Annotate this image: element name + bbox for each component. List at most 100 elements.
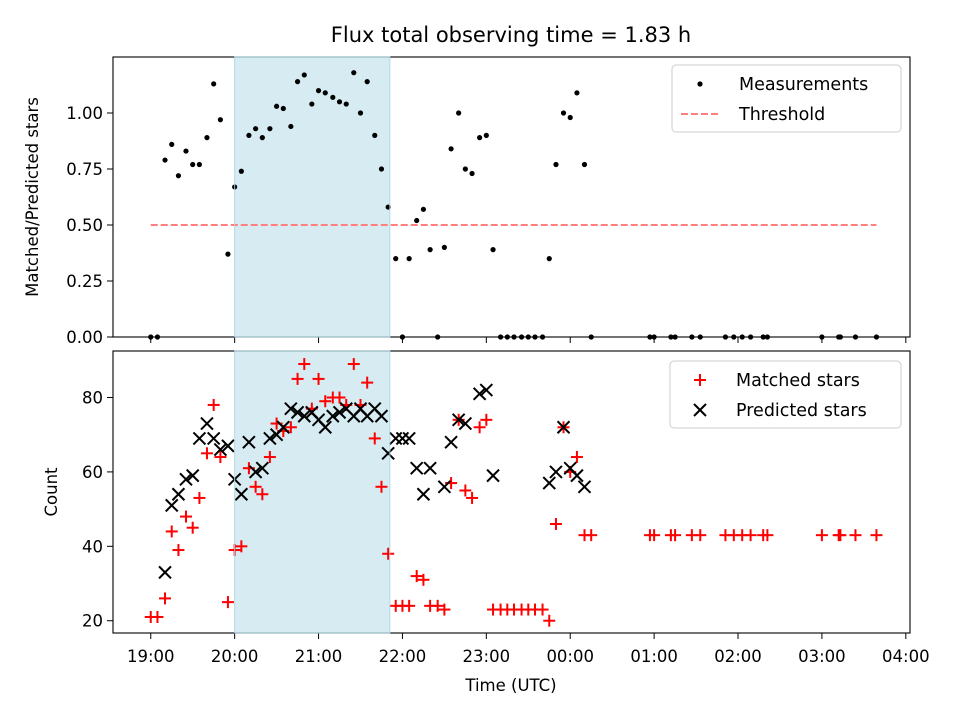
measurement-point bbox=[581, 161, 588, 168]
predicted-star-point bbox=[381, 446, 395, 461]
count-y-tick-label: 40 bbox=[82, 537, 103, 556]
predicted-star-point bbox=[479, 383, 494, 397]
legend-measurements-marker bbox=[697, 81, 703, 87]
matched-star-point bbox=[459, 484, 472, 497]
measurement-point bbox=[294, 79, 301, 85]
matched-star-point bbox=[186, 521, 199, 534]
matched-star-point bbox=[543, 614, 556, 627]
measurement-point bbox=[448, 146, 454, 152]
measurement-point bbox=[574, 90, 580, 96]
predicted-star-point bbox=[326, 409, 340, 423]
matched-star-point bbox=[193, 491, 206, 504]
matched-star-point bbox=[165, 525, 178, 538]
measurement-point bbox=[378, 166, 385, 172]
measurement-point bbox=[280, 105, 286, 112]
ratio-panel: Flux total observing time = 1.83 h 0.000… bbox=[23, 23, 911, 347]
predicted-star-point bbox=[402, 431, 416, 446]
matched-star-point bbox=[466, 491, 479, 504]
measurement-point bbox=[490, 247, 496, 253]
matched-star-point bbox=[744, 529, 757, 542]
predicted-star-point bbox=[221, 439, 235, 453]
measurement-point bbox=[483, 132, 489, 138]
x-tick-label: 20:00 bbox=[211, 647, 259, 666]
count-legend-box bbox=[669, 360, 902, 429]
count-axis-ticks: 20 40 60 80 19:00 20:00 21:00 22:00 23:00 00:00 01… bbox=[82, 389, 930, 666]
matched-star-point bbox=[431, 599, 444, 612]
measurement-point bbox=[469, 170, 475, 177]
measurement-point bbox=[393, 256, 399, 262]
measurement-point bbox=[477, 135, 483, 141]
matched-star-point bbox=[669, 529, 682, 542]
measurement-point bbox=[546, 256, 552, 262]
x-axis-label: Time (UTC) bbox=[464, 676, 556, 695]
matched-star-point bbox=[200, 447, 213, 460]
matched-star-point bbox=[263, 451, 276, 464]
legend-threshold-label: Threshold bbox=[738, 105, 825, 125]
predicted-star-point bbox=[472, 387, 487, 401]
predicted-star-point bbox=[284, 401, 298, 416]
matched-star-point bbox=[761, 529, 774, 542]
x-tick-label: 23:00 bbox=[463, 647, 511, 666]
measurement-point bbox=[462, 166, 468, 172]
matched-star-point bbox=[648, 529, 661, 542]
matched-star-point bbox=[549, 517, 562, 530]
measurement-point bbox=[343, 101, 349, 107]
matched-star-point bbox=[249, 480, 262, 493]
observing-window-edge bbox=[234, 56, 391, 338]
measurement-point bbox=[273, 103, 280, 109]
predicted-star-point bbox=[200, 416, 214, 431]
measurement-point bbox=[217, 117, 223, 123]
matched-star-point bbox=[849, 529, 862, 542]
measurement-point bbox=[196, 161, 203, 168]
predicted-star-point bbox=[577, 480, 592, 494]
ratio-legend-box bbox=[671, 64, 902, 133]
matched-star-point bbox=[179, 510, 192, 523]
ratio-y-axis-label: Matched/Predicted stars bbox=[23, 97, 42, 297]
ratio-y-tick-label: 1.00 bbox=[66, 104, 103, 123]
measurement-point bbox=[315, 88, 322, 94]
matched-star-point bbox=[694, 529, 707, 542]
measurement-point bbox=[288, 123, 294, 130]
predicted-star-point bbox=[451, 413, 466, 427]
count-legend: Matched stars Predicted stars bbox=[669, 360, 902, 429]
measurement-point bbox=[560, 110, 567, 116]
predicted-star-point bbox=[318, 420, 332, 434]
measurement-point bbox=[357, 110, 364, 116]
predicted-star-point bbox=[255, 461, 270, 475]
matched-star-point bbox=[319, 395, 332, 408]
matched-star-point bbox=[284, 421, 297, 434]
measurement-point bbox=[259, 135, 265, 141]
measurement-point bbox=[211, 81, 217, 87]
measurement-point bbox=[267, 126, 273, 132]
predicted-star-point bbox=[179, 472, 193, 487]
measurement-point bbox=[427, 247, 433, 253]
ratio-axis-ticks: 0.00 0.25 0.50 0.75 1.00 bbox=[66, 104, 907, 347]
matched-star-point bbox=[375, 480, 388, 493]
observing-window-highlight-bottom bbox=[234, 351, 390, 633]
predicted-star-point bbox=[234, 487, 249, 501]
predicted-star-point bbox=[290, 405, 305, 420]
matched-star-point bbox=[207, 398, 220, 411]
measurement-point bbox=[183, 148, 189, 154]
predicted-star-point bbox=[206, 431, 221, 446]
ratio-y-tick-label: 0.50 bbox=[66, 216, 103, 235]
matched-star-point bbox=[417, 573, 430, 586]
matched-star-point bbox=[291, 372, 304, 385]
matched-star-point bbox=[815, 529, 828, 542]
measurement-point bbox=[309, 101, 315, 107]
ratio-plot-frame bbox=[112, 56, 911, 338]
predicted-star-point bbox=[409, 461, 424, 475]
measurement-point bbox=[553, 161, 559, 168]
matched-star-point bbox=[403, 599, 416, 612]
x-tick-label: 02:00 bbox=[714, 647, 762, 666]
predicted-star-point bbox=[171, 487, 186, 501]
predicted-star-point bbox=[165, 498, 179, 513]
observing-window-edge bbox=[234, 350, 391, 634]
matched-star-point bbox=[312, 372, 325, 385]
matched-star-point bbox=[410, 570, 423, 583]
matched-star-point bbox=[834, 529, 847, 542]
predicted-star-point bbox=[158, 565, 172, 580]
matched-star-point bbox=[480, 413, 493, 426]
matched-star-point bbox=[536, 603, 549, 616]
predicted-star-point bbox=[423, 461, 437, 475]
